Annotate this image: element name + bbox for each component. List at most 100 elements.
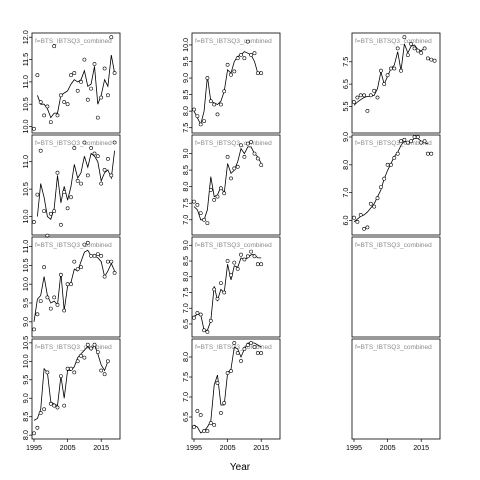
y-tick-label: 11.0 [21,240,30,253]
data-point [415,135,420,139]
data-point [205,221,210,226]
data-point [42,209,47,214]
data-point [245,343,250,347]
y-tick-label: 9.5 [21,375,30,385]
panel-strip-label: f=BTS_IBTSQ3_combined [195,344,272,351]
data-point [205,429,210,433]
y-tick-label: 7.0 [181,392,190,402]
y-tick-label: 7.0 [341,188,350,198]
panel-strip-label: f=BTS_IBTSQ3_combined [355,344,432,351]
x-tick-label: 2015 [413,443,429,452]
panel-10: f=BTS_IBTSQ3_combined 8.0 8.5 9.0 9.5 10.0 10.… [21,336,121,452]
panel-12: f=BTS_IBTSQ3_combined 1995 2005 2015 [346,338,441,452]
data-point [52,44,57,49]
data-point [399,68,403,73]
data-point [45,370,50,375]
data-point [48,211,53,216]
panel-frame [191,32,281,134]
data-point [358,93,363,98]
data-point [235,266,240,271]
data-point [202,217,207,222]
x-tick-label: 2005 [220,443,236,452]
data-point [232,260,237,265]
data-point [72,146,77,150]
data-point [95,252,100,257]
y-tick-label: 6.5 [181,412,190,422]
panel-3: f=BTS_IBTSQ3_combined 5.5 6.5 7.5 [341,32,441,134]
data-point [259,351,264,355]
data-point [222,191,227,196]
y-tick-label: 8.0 [181,106,190,116]
y-tick-label: 8.5 [181,165,190,175]
data-point [99,368,104,373]
panel-8: f=BTS_IBTSQ3_combined 6.5 7.0 7.5 8.0 8.5 9.0 [181,236,281,338]
data-point [65,206,70,211]
y-tick-label: 10.5 [21,336,30,350]
data-point [215,112,220,117]
data-point [399,139,403,144]
y-tick-label: 8.0 [181,272,190,282]
y-tick-label: 8.0 [21,430,30,440]
data-point [102,66,107,71]
data-point [52,403,57,408]
data-point [82,57,87,62]
data-point [368,201,373,206]
data-point [92,342,97,347]
y-tick-label: 9.0 [181,73,190,83]
data-point [99,181,104,186]
data-point [242,347,247,351]
data-point [79,181,83,186]
data-point [225,259,230,263]
panel-strip-label: f=BTS_IBTSQ3_combined [195,38,272,45]
y-tick-label: 11.0 [21,155,30,168]
data-point [82,355,87,360]
data-point [389,162,393,167]
panel-5: f=BTS_IBTSQ3_combined 7.0 7.5 8.0 8.5 9.0 [181,134,281,236]
panel-1: f=BTS_IBTSQ3_combined 10.0 10.5 11.0 11.5 12.… [21,30,121,134]
data-point [392,155,397,160]
y-tick-label: 8.5 [181,256,190,266]
panel-strip-label: f=BTS_IBTSQ3_combined [35,38,112,45]
fitted-line [193,254,262,331]
data-point [42,113,47,118]
y-tick-label: 7.5 [181,198,190,208]
data-point [65,282,70,287]
data-point [212,102,217,107]
data-point [106,359,110,364]
y-tick-label: 9.0 [21,317,30,327]
data-point [242,56,247,61]
y-tick-label: 6.5 [181,319,190,329]
data-point [195,311,200,315]
data-point [62,308,67,313]
data-point [42,265,47,270]
y-tick-label: 10.0 [21,277,30,291]
data-point [232,341,237,345]
data-point [72,259,77,264]
fitted-line [37,150,115,220]
y-tick-label: 8.5 [181,90,190,100]
panel-frame [191,338,281,440]
data-point [355,95,360,100]
data-point [355,219,360,224]
data-point [89,86,94,91]
data-point [212,197,217,202]
data-point [259,71,264,76]
data-point [405,53,410,58]
data-point [362,93,367,98]
data-point [365,225,370,230]
y-tick-label: 10.5 [21,97,30,111]
data-point [402,137,407,142]
data-point [252,151,257,156]
data-point [368,93,373,98]
x-tick-label: 2015 [253,443,269,452]
panel-strip-label: f=BTS_IBTSQ3_combined [35,344,112,351]
data-point [378,185,383,190]
data-point [208,421,213,425]
data-point [89,146,94,150]
data-point [38,148,43,153]
data-point [222,290,227,295]
data-point [32,327,36,332]
fitted-line [353,43,425,106]
data-point [252,51,257,56]
